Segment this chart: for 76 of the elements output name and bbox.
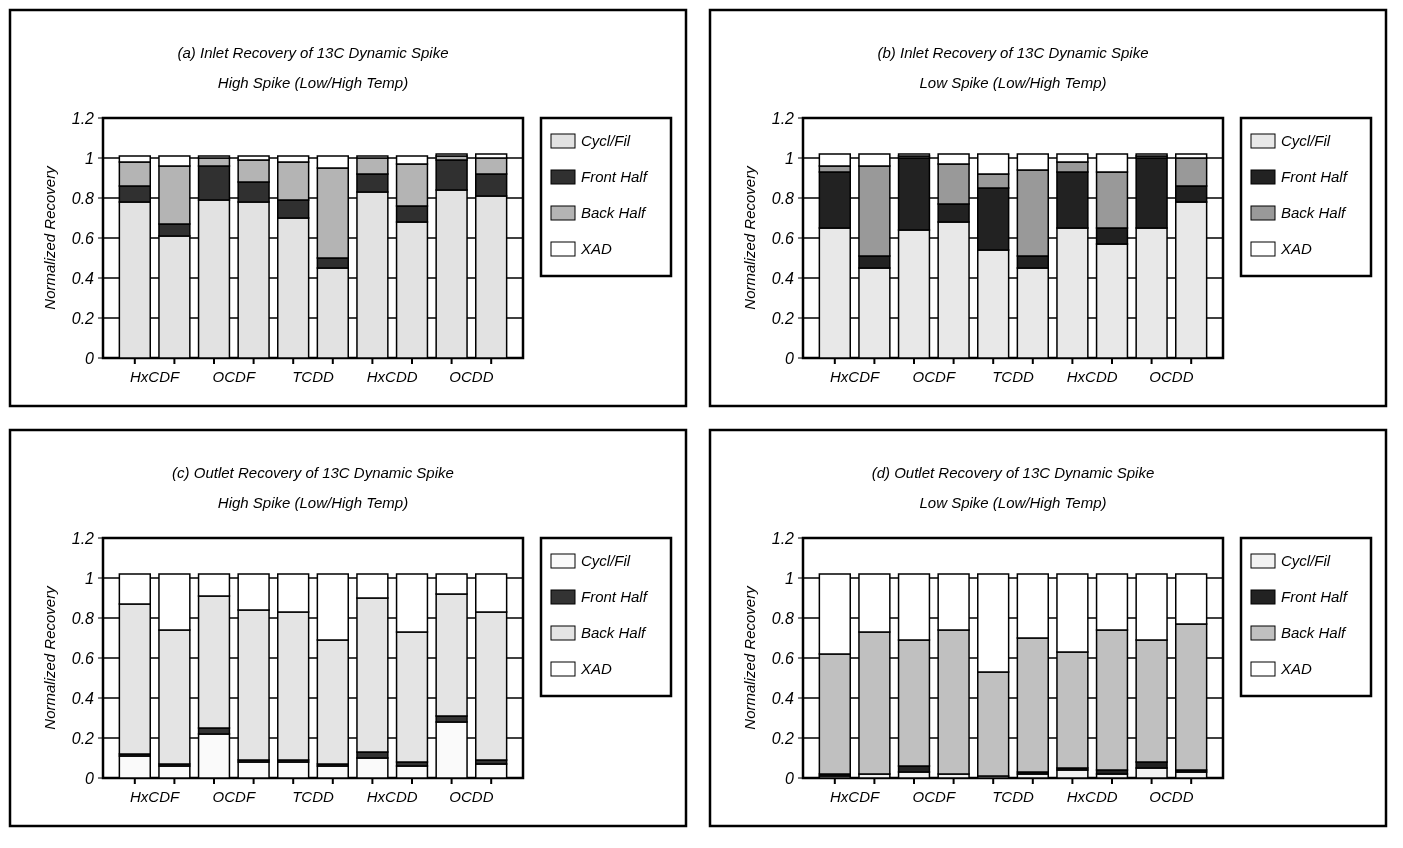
- x-tick-label: HxCDD: [366, 788, 418, 805]
- legend-label: Back Half: [1281, 624, 1348, 641]
- x-tick-label: OCDF: [212, 788, 256, 805]
- y-tick-label: 0.8: [71, 609, 95, 627]
- chart-subtitle: High Spike (Low/High Temp): [217, 494, 409, 511]
- legend-label: XAD: [580, 240, 613, 257]
- y-tick-label: 0.6: [771, 229, 795, 247]
- y-tick-label: 0.2: [71, 309, 95, 327]
- x-tick-label: HxCDF: [830, 368, 881, 385]
- y-tick-label: 0.2: [771, 729, 795, 747]
- y-tick-label: 1: [785, 149, 794, 167]
- chart-title: (c) Outlet Recovery of 13C Dynamic Spike: [172, 464, 454, 481]
- chart-title: (b) Inlet Recovery of 13C Dynamic Spike: [877, 44, 1149, 61]
- y-tick-label: 1: [85, 149, 94, 167]
- legend-label: Cycl/Fil: [581, 132, 631, 149]
- x-tick-label: HxCDD: [1066, 368, 1118, 385]
- y-tick-label: 0.4: [71, 689, 95, 707]
- y-tick-label: 0.6: [71, 649, 95, 667]
- y-tick-label: 0.6: [771, 649, 795, 667]
- y-axis-title: Normalized Recovery: [41, 584, 58, 730]
- y-tick-label: 0: [785, 349, 795, 367]
- x-tick-label: OCDD: [1149, 788, 1194, 805]
- x-tick-label: OCDD: [449, 368, 494, 385]
- legend-label: Back Half: [581, 204, 648, 221]
- legend-label: Cycl/Fil: [1281, 552, 1331, 569]
- legend-label: Cycl/Fil: [1281, 132, 1331, 149]
- y-tick-label: 0.8: [771, 609, 795, 627]
- y-tick-label: 1: [785, 569, 794, 587]
- y-tick-label: 0.4: [771, 689, 795, 707]
- y-tick-label: 0.6: [71, 229, 95, 247]
- x-tick-label: TCDD: [292, 788, 334, 805]
- legend-label: Front Half: [581, 588, 649, 605]
- chart-title: (a) Inlet Recovery of 13C Dynamic Spike: [177, 44, 449, 61]
- y-tick-label: 0: [785, 769, 795, 787]
- x-tick-label: HxCDD: [366, 368, 418, 385]
- x-tick-label: TCDD: [292, 368, 334, 385]
- y-tick-label: 0.2: [771, 309, 795, 327]
- legend-label: Back Half: [581, 624, 648, 641]
- y-axis-title: Normalized Recovery: [41, 164, 58, 310]
- x-tick-label: HxCDF: [830, 788, 881, 805]
- y-axis-title: Normalized Recovery: [741, 164, 758, 310]
- chart-subtitle: High Spike (Low/High Temp): [217, 74, 409, 91]
- y-tick-label: 0: [85, 349, 95, 367]
- legend-label: Back Half: [1281, 204, 1348, 221]
- legend-label: XAD: [1280, 240, 1313, 257]
- legend-label: Cycl/Fil: [581, 552, 631, 569]
- y-tick-label: 1.2: [71, 109, 95, 127]
- x-tick-label: HxCDF: [130, 368, 181, 385]
- chart-title: (d) Outlet Recovery of 13C Dynamic Spike: [871, 464, 1155, 481]
- x-tick-label: TCDD: [992, 788, 1034, 805]
- legend-label: Front Half: [1281, 168, 1349, 185]
- y-tick-label: 0.8: [71, 189, 95, 207]
- y-tick-label: 1.2: [771, 109, 795, 127]
- x-tick-label: TCDD: [992, 368, 1034, 385]
- chart-subtitle: Low Spike (Low/High Temp): [919, 74, 1107, 91]
- y-tick-label: 0.4: [771, 269, 795, 287]
- y-tick-label: 0: [85, 769, 95, 787]
- x-tick-label: OCDD: [1149, 368, 1194, 385]
- x-tick-label: OCDF: [912, 368, 956, 385]
- x-tick-label: OCDF: [212, 368, 256, 385]
- y-axis-title: Normalized Recovery: [741, 584, 758, 730]
- y-tick-label: 1.2: [71, 529, 95, 547]
- x-tick-label: HxCDF: [130, 788, 181, 805]
- legend-label: XAD: [580, 660, 613, 677]
- y-tick-label: 0.4: [71, 269, 95, 287]
- y-tick-label: 0.8: [771, 189, 795, 207]
- chart-subtitle: Low Spike (Low/High Temp): [919, 494, 1107, 511]
- legend-label: XAD: [1280, 660, 1313, 677]
- legend-label: Front Half: [1281, 588, 1349, 605]
- y-tick-label: 0.2: [71, 729, 95, 747]
- y-tick-label: 1: [85, 569, 94, 587]
- legend-label: Front Half: [581, 168, 649, 185]
- x-tick-label: HxCDD: [1066, 788, 1118, 805]
- x-tick-label: OCDF: [912, 788, 956, 805]
- x-tick-label: OCDD: [449, 788, 494, 805]
- y-tick-label: 1.2: [771, 529, 795, 547]
